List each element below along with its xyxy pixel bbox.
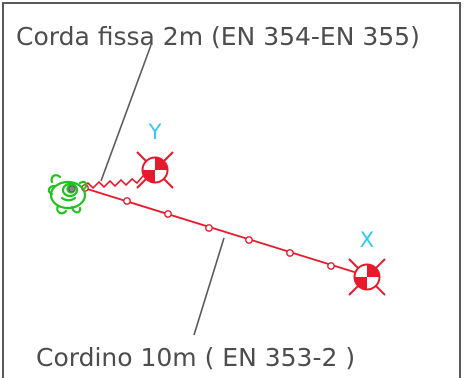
lanyard-marker <box>327 262 335 270</box>
lanyard-markers <box>81 184 335 270</box>
lanyard-marker <box>286 249 294 257</box>
lanyard-marker <box>245 236 253 244</box>
fixed-rope-label: Corda fissa 2m (EN 354-EN 355) <box>16 22 420 51</box>
anchor-y-label: Y <box>148 120 162 144</box>
lanyard-marker <box>123 197 131 205</box>
fixed-rope-line <box>81 174 150 190</box>
worker-top-view-icon <box>47 174 88 215</box>
lanyard-leader-line <box>193 237 225 336</box>
anchor-x-label: X <box>360 228 374 252</box>
lanyard-marker <box>164 210 172 218</box>
worker-attachment-point <box>68 185 76 193</box>
lanyard-marker <box>205 224 213 232</box>
lanyard-label: Cordino 10m ( EN 353-2 ) <box>36 343 355 372</box>
frame-border <box>2 2 461 378</box>
lanyard-line <box>83 187 368 277</box>
anchor-point-icon <box>136 151 174 189</box>
fixed-rope-leader-line <box>100 44 152 182</box>
anchor-point-icon <box>348 258 386 296</box>
